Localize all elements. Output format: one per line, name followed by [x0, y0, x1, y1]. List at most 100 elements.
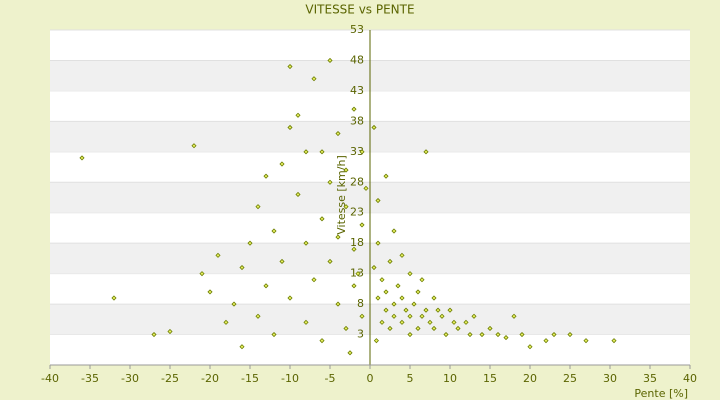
- point: [611, 338, 617, 344]
- point: [391, 301, 397, 307]
- point: [391, 228, 397, 234]
- point: [443, 331, 449, 338]
- x-tick-label: 15: [483, 372, 497, 385]
- point: [383, 173, 389, 179]
- point: [395, 283, 401, 289]
- point: [407, 313, 413, 319]
- point: [391, 313, 397, 319]
- point: [303, 149, 309, 155]
- point: [287, 124, 293, 131]
- point: [287, 295, 293, 301]
- point: [551, 331, 557, 338]
- point: [451, 319, 457, 325]
- point: [399, 252, 405, 258]
- point: [199, 271, 205, 277]
- point: [373, 338, 379, 344]
- point: [439, 313, 445, 319]
- x-axis-label: Pente [%]: [634, 387, 688, 400]
- point: [407, 331, 413, 338]
- point: [343, 325, 349, 332]
- point: [363, 185, 369, 191]
- point: [355, 271, 361, 277]
- point: [419, 277, 425, 283]
- point: [383, 289, 389, 295]
- y-tick-label: 8: [357, 297, 364, 310]
- point: [431, 325, 437, 332]
- point: [435, 307, 441, 313]
- point: [379, 277, 385, 283]
- point: [495, 331, 501, 338]
- point: [423, 149, 429, 155]
- x-tick-label: 35: [643, 372, 657, 385]
- point: [347, 350, 353, 356]
- chart-title: VITESSE vs PENTE: [305, 3, 414, 17]
- point: [471, 313, 477, 319]
- point: [335, 301, 341, 307]
- point: [371, 264, 377, 271]
- point: [255, 313, 261, 319]
- x-tick-label: -15: [241, 372, 259, 385]
- x-tick-label: -5: [325, 372, 336, 385]
- point: [375, 295, 381, 301]
- point: [351, 106, 357, 112]
- point: [295, 112, 301, 118]
- point: [191, 143, 197, 149]
- point: [375, 240, 381, 246]
- x-tick-label: 5: [407, 372, 414, 385]
- point: [79, 155, 85, 161]
- point: [383, 307, 389, 313]
- point: [223, 319, 229, 325]
- point: [407, 271, 413, 277]
- point: [359, 222, 365, 228]
- point: [511, 313, 517, 319]
- point: [287, 63, 293, 70]
- point: [431, 295, 437, 301]
- point: [263, 173, 269, 179]
- point: [399, 319, 405, 325]
- point: [303, 240, 309, 246]
- point: [415, 289, 421, 295]
- y-tick-label: 53: [350, 23, 364, 36]
- point: [279, 161, 285, 167]
- point: [375, 197, 381, 204]
- x-tick-label: 20: [523, 372, 537, 385]
- point: [311, 277, 317, 283]
- point: [583, 338, 589, 344]
- y-tick-label: 23: [350, 206, 364, 219]
- point: [279, 258, 285, 265]
- x-tick-label: -20: [201, 372, 219, 385]
- point: [311, 76, 317, 82]
- point: [319, 149, 325, 155]
- point: [215, 252, 221, 258]
- point: [151, 331, 157, 338]
- point: [207, 289, 213, 295]
- x-tick-label: 25: [563, 372, 577, 385]
- x-tick-label: 0: [367, 372, 374, 385]
- point: [359, 313, 365, 319]
- point: [447, 307, 453, 313]
- point: [415, 325, 421, 332]
- point: [463, 319, 469, 325]
- point: [271, 228, 277, 234]
- point: [427, 319, 433, 325]
- point: [371, 124, 377, 131]
- point: [167, 328, 173, 335]
- point: [387, 258, 393, 265]
- x-tick-label: -35: [81, 372, 99, 385]
- point: [351, 283, 357, 289]
- point: [255, 204, 261, 210]
- point: [379, 319, 385, 325]
- y-axis-label: Vitesse [km/h]: [335, 155, 348, 235]
- point: [479, 331, 485, 338]
- point: [567, 331, 573, 338]
- x-tick-label: -10: [281, 372, 299, 385]
- point: [263, 283, 269, 289]
- x-tick-label: 40: [683, 372, 697, 385]
- point: [239, 344, 245, 350]
- point: [359, 149, 365, 155]
- x-tick-label: -40: [41, 372, 59, 385]
- x-tick-label: 30: [603, 372, 617, 385]
- point: [411, 301, 417, 307]
- y-tick-label: 3: [357, 328, 364, 341]
- y-tick-label: 18: [350, 236, 364, 249]
